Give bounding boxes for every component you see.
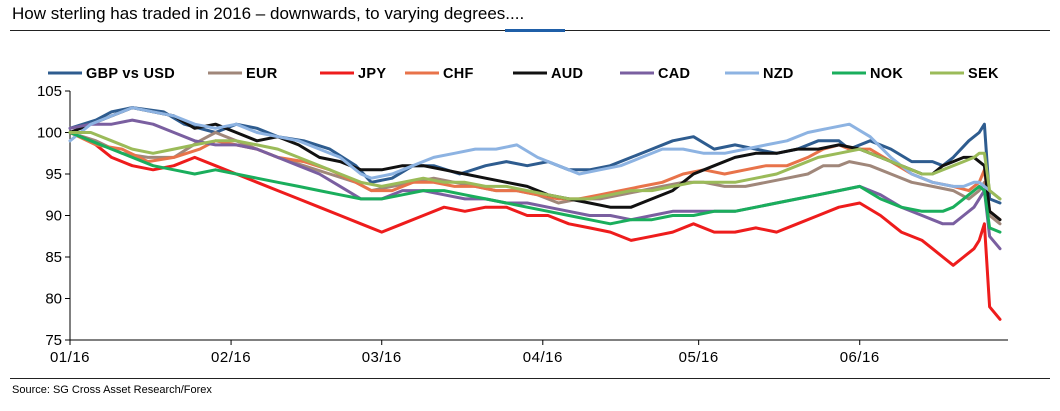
y-tick-label: 105: [37, 83, 62, 100]
y-tick-label: 90: [45, 208, 62, 225]
y-tick-label: 80: [45, 291, 62, 308]
chart-series: [68, 106, 1002, 321]
x-tick-label: 06/16: [840, 349, 880, 366]
legend-label-nzd: NZD: [763, 66, 794, 82]
series-line-nok: [68, 131, 1002, 234]
legend-label-eur: EUR: [246, 66, 278, 82]
legend-label-gbp-vs-usd: GBP vs USD: [86, 66, 175, 82]
title-accent-bar: [505, 29, 565, 32]
page-title: How sterling has traded in 2016 – downwa…: [12, 4, 525, 23]
y-tick-label: 75: [45, 332, 62, 349]
chart-legend: GBP vs USD EUR JPY CHF AUD CAD NZD NOK SEK: [48, 66, 999, 82]
legend-label-sek: SEK: [968, 66, 999, 82]
legend-label-cad: CAD: [658, 66, 690, 82]
x-tick-label: 02/16: [211, 349, 251, 366]
series-line-jpy: [68, 131, 1002, 321]
y-tick-label: 95: [45, 166, 62, 183]
series-line-cad: [68, 118, 1002, 251]
series-line-nzd: [68, 106, 1002, 201]
legend-label-aud: AUD: [551, 66, 583, 82]
chart-axes: 75 80 85 90 95 100 105 01/16 02/16 03/16 04/16 05/1…: [37, 83, 1008, 366]
series-line-sek: [68, 131, 1002, 201]
y-tick-label: 85: [45, 249, 62, 266]
y-tick-label: 100: [37, 125, 62, 142]
source-note: Source: SG Cross Asset Research/Forex: [12, 384, 212, 396]
x-tick-label: 03/16: [362, 349, 402, 366]
legend-label-chf: CHF: [443, 66, 474, 82]
legend-label-jpy: JPY: [358, 66, 386, 82]
series-line-gbp-vs-usd: [68, 106, 1002, 205]
x-tick-label: 05/16: [679, 349, 719, 366]
x-tick-label: 04/16: [523, 349, 563, 366]
footer-divider: [10, 378, 1050, 379]
x-tick-label: 01/16: [50, 349, 90, 366]
legend-label-nok: NOK: [870, 66, 903, 82]
